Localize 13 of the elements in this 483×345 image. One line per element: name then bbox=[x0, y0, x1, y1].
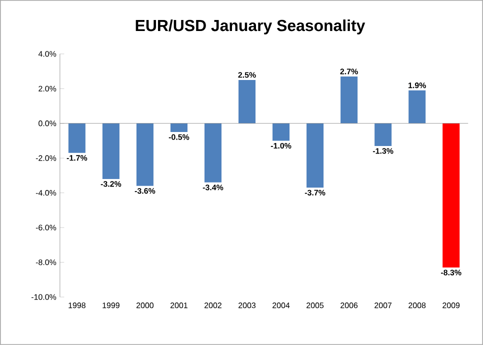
chart-title: EUR/USD January Seasonality bbox=[136, 20, 366, 34]
bar bbox=[102, 123, 120, 179]
bar bbox=[374, 123, 392, 146]
bar bbox=[170, 123, 188, 132]
bar bbox=[136, 123, 154, 186]
bar bbox=[272, 123, 290, 141]
bar bbox=[408, 90, 426, 124]
bar bbox=[238, 80, 256, 124]
bar bbox=[68, 123, 86, 153]
bar bbox=[340, 76, 358, 124]
bar bbox=[306, 123, 324, 188]
bar bbox=[442, 123, 460, 268]
bar bbox=[204, 123, 222, 182]
